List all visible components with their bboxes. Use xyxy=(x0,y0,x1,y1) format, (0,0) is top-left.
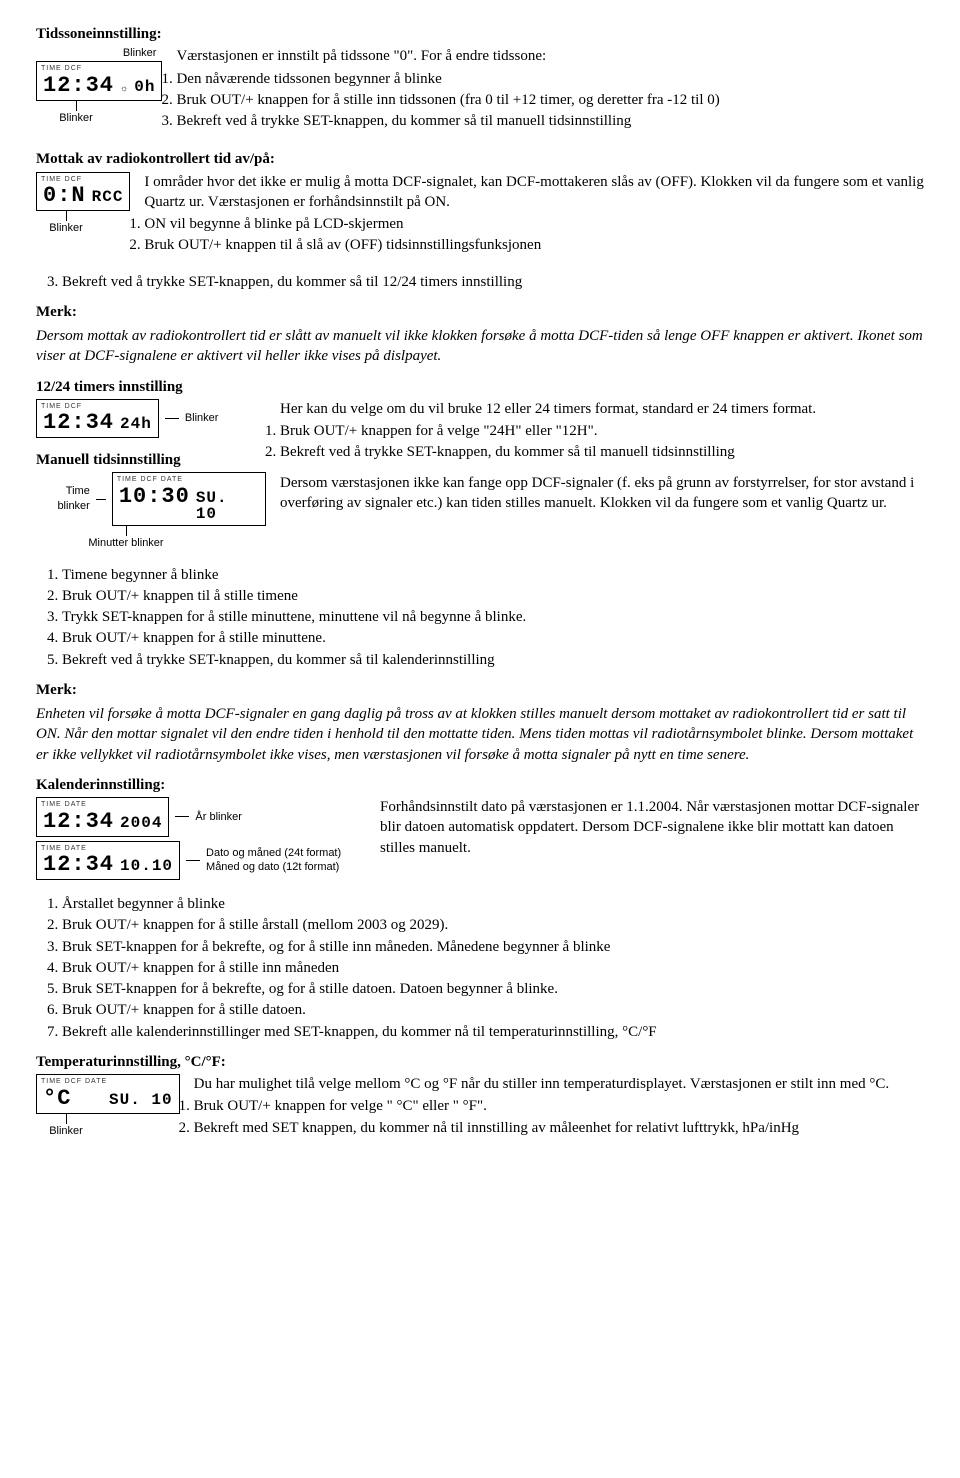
list-item: Bruk SET-knappen for å bekrefte, og for … xyxy=(62,979,924,999)
lcd-main: °C xyxy=(43,1088,103,1110)
list-tidssone: Den nåværende tidssonen begynner å blink… xyxy=(62,69,924,132)
lcd-main: 10:30 xyxy=(119,486,190,508)
list-item: Bekreft ved å trykke SET-knappen, du kom… xyxy=(62,650,924,670)
list-temp: Bruk OUT/+ knappen for velge " °C" eller… xyxy=(62,1096,924,1138)
lcd-right: 10.10 xyxy=(120,858,173,874)
lcd-right: 24h xyxy=(120,416,152,432)
list-kalender: Årstallet begynner å blinke Bruk OUT/+ k… xyxy=(62,894,924,1042)
pointer-line-icon xyxy=(165,418,179,419)
lcd-group-1: Blinker TIME DCF 12:34 ☼ 0h Blinker xyxy=(36,46,162,125)
intro-text: Værstasjonen er innstilt på tidssone "0"… xyxy=(36,46,924,66)
block-radio: TIME DCF 0:N RCC Blinker I områder hvor … xyxy=(36,172,924,264)
lcd-display-5a: TIME DATE 12:34 2004 xyxy=(36,797,169,836)
pointer-line-icon xyxy=(66,211,67,221)
heading-tidssone: Tidssoneinnstilling: xyxy=(36,24,924,44)
lcd-main: 12:34 xyxy=(43,854,114,876)
annot-bottom: Minutter blinker xyxy=(88,536,163,551)
lcd-display-6: TIME DCF DATE °C SU. 10 xyxy=(36,1074,180,1113)
list-item: Trykk SET-knappen for å stille minuttene… xyxy=(62,607,924,627)
merk-label: Merk: xyxy=(36,302,924,322)
list-item: Bruk OUT/+ knappen til å slå av (OFF) ti… xyxy=(62,235,924,255)
list-item: Bekreft med SET knappen, du kommer nå ti… xyxy=(62,1118,924,1138)
list-item: Bruk OUT/+ knappen for å stille minutten… xyxy=(62,628,924,648)
list-item: Årstallet begynner å blinke xyxy=(62,894,924,914)
lcd-main: 12:34 xyxy=(43,75,114,97)
annot-year: År blinker xyxy=(195,810,241,825)
lcd-main: 12:34 xyxy=(43,412,114,434)
list-item: Bruk SET-knappen for å bekrefte, og for … xyxy=(62,937,924,957)
list-item: Bekreft alle kalenderinnstillinger med S… xyxy=(62,1022,924,1042)
heading-kalender: Kalenderinnstilling: xyxy=(36,775,924,795)
annot-left: Time blinker xyxy=(36,484,90,514)
pointer-line-icon xyxy=(76,101,77,111)
block-temp: TIME DCF DATE °C SU. 10 Blinker Du har m… xyxy=(36,1074,924,1146)
annot-format-24: Dato og måned (24t format) xyxy=(206,846,341,861)
lcd-right: 0h xyxy=(134,79,155,95)
merk-label: Merk: xyxy=(36,680,924,700)
lcd-right: SU. 10 xyxy=(109,1092,173,1108)
list-item: Bruk OUT/+ knappen for å stille inn måne… xyxy=(62,958,924,978)
annot-blinker: Blinker xyxy=(49,1124,83,1139)
pointer-line-icon xyxy=(66,1114,67,1124)
heading-1224: 12/24 timers innstilling xyxy=(36,377,924,397)
lcd-group-6: TIME DCF DATE °C SU. 10 Blinker xyxy=(36,1074,180,1138)
list-item: Bruk OUT/+ knappen for å stille årstall … xyxy=(62,915,924,935)
list-item: Bekreft ved å trykke SET-knappen, du kom… xyxy=(62,272,924,292)
pointer-line-icon xyxy=(186,860,200,861)
merk-text: Enheten vil forsøke å motta DCF-signaler… xyxy=(36,704,924,765)
list-radio-outer: Bekreft ved å trykke SET-knappen, du kom… xyxy=(62,272,924,292)
lcd-main: 12:34 xyxy=(43,811,114,833)
pointer-line-icon xyxy=(96,499,106,500)
lcd-display-1: TIME DCF 12:34 ☼ 0h xyxy=(36,61,162,100)
annot-format-12: Måned og dato (12t format) xyxy=(206,860,339,875)
annot-blinker: Blinker xyxy=(123,46,157,61)
lcd-group-2: TIME DCF 0:N RCC Blinker xyxy=(36,172,130,236)
lcd-main: 0:N xyxy=(43,185,86,207)
lcd-right: RCC xyxy=(92,189,124,205)
lcd-group-5: TIME DATE 12:34 2004 År blinker TIME DAT… xyxy=(36,797,366,880)
block-kalender: TIME DATE 12:34 2004 År blinker TIME DAT… xyxy=(36,797,924,886)
list-item: Timene begynner å blinke xyxy=(62,565,924,585)
list-item: Den nåværende tidssonen begynner å blink… xyxy=(62,69,924,89)
list-manual: Timene begynner å blinke Bruk OUT/+ knap… xyxy=(62,565,924,670)
lcd-right: SU. 10 xyxy=(196,490,259,522)
intro-text: I områder hvor det ikke er mulig å motta… xyxy=(36,172,924,213)
list-item: Bruk OUT/+ knappen for å stille inn tids… xyxy=(62,90,924,110)
list-item: Bruk OUT/+ knappen for å stille datoen. xyxy=(62,1000,924,1020)
heading-temp: Temperaturinnstilling, °C/°F: xyxy=(36,1052,924,1072)
sun-icon: ☼ xyxy=(120,82,128,94)
heading-manual: Manuell tidsinnstilling xyxy=(36,450,266,470)
lcd-display-3: TIME DCF 12:34 24h xyxy=(36,399,159,438)
heading-radio: Mottak av radiokontrollert tid av/på: xyxy=(36,149,924,169)
lcd-display-2: TIME DCF 0:N RCC xyxy=(36,172,130,211)
list-item: Bekreft ved å trykke SET-knappen, du kom… xyxy=(62,111,924,131)
block-1224-manual: TIME DCF 12:34 24h Blinker Manuell tidsi… xyxy=(36,399,924,557)
pointer-line-icon xyxy=(175,816,189,817)
list-item: ON vil begynne å blinke på LCD-skjermen xyxy=(62,214,924,234)
list-item: Bruk OUT/+ knappen til å stille timene xyxy=(62,586,924,606)
lcd-display-5b: TIME DATE 12:34 10.10 xyxy=(36,841,180,880)
block-tidssone: Blinker TIME DCF 12:34 ☼ 0h Blinker Værs… xyxy=(36,46,924,139)
list-item: Bruk OUT/+ knappen for velge " °C" eller… xyxy=(62,1096,924,1116)
annot-blinker: Blinker xyxy=(49,221,83,236)
lcd-right: 2004 xyxy=(120,815,162,831)
merk-text: Dersom mottak av radiokontrollert tid er… xyxy=(36,326,924,367)
annot-blinker: Blinker xyxy=(59,111,93,126)
annot-blinker: Blinker xyxy=(185,411,219,426)
list-radio-inner: ON vil begynne å blinke på LCD-skjermen … xyxy=(62,214,924,256)
lcd-group-3-4: TIME DCF 12:34 24h Blinker Manuell tidsi… xyxy=(36,399,266,551)
pointer-line-icon xyxy=(126,526,127,536)
lcd-display-4: TIME DCF DATE 10:30 SU. 10 xyxy=(112,472,266,525)
